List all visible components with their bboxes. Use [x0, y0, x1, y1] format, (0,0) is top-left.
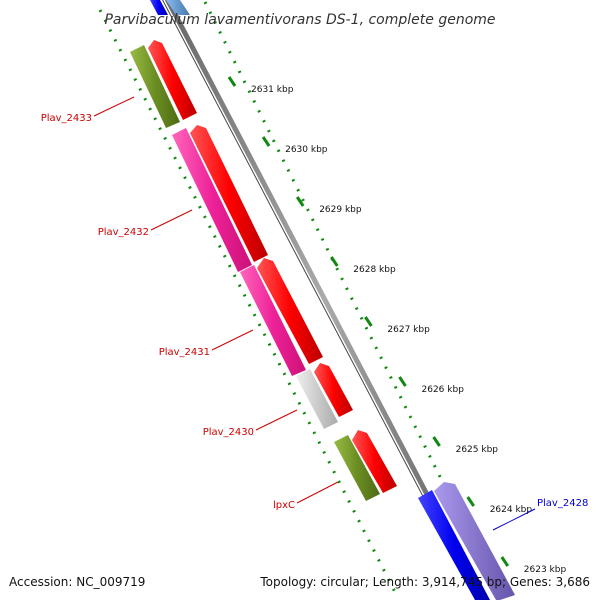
tick-mark: [364, 316, 373, 327]
cds-plav-2432-red: [190, 125, 268, 262]
cds-plav-2428-blue: [418, 490, 490, 600]
tick-mark: [295, 196, 305, 207]
cds-plav-2433-olive: [130, 45, 180, 128]
cds-plav-2431-magenta: [240, 265, 306, 376]
cds-plav-2432-magenta: [172, 128, 252, 272]
gene-label[interactable]: Plav_2432: [98, 227, 149, 238]
tick-mark: [227, 76, 237, 87]
gene-leader-line: [150, 209, 193, 231]
tick-mark: [432, 436, 441, 447]
tick-group: 2631 kbp 2630 kbp 2629 kbp 2628 kbp 2627 kbp…: [227, 76, 567, 575]
gc-ring-inner: [98, 9, 400, 599]
tick-label: 2623 kbp: [524, 565, 567, 575]
gene-label[interactable]: Plav_2431: [159, 347, 210, 358]
cds-plav-2433-red: [148, 40, 197, 120]
gene-label[interactable]: lpxC: [273, 500, 295, 511]
cds-plav-2430-red: [314, 363, 353, 417]
cds-top-blue: [150, 0, 168, 15]
tick-label: 2627 kbp: [387, 325, 430, 335]
tick-label: 2625 kbp: [456, 445, 499, 455]
tick-mark: [330, 256, 339, 267]
gene-label-group: Plav_2433 Plav_2432 Plav_2431 Plav_2430 lpxC…: [41, 96, 588, 531]
tick-label: 2624 kbp: [490, 505, 533, 515]
tick-label: 2628 kbp: [353, 265, 396, 275]
gene-leader-line: [211, 329, 254, 351]
gene-leader-line: [492, 508, 536, 531]
cds-plav-2431-red: [257, 258, 323, 364]
cds-top-steelblue: [166, 0, 190, 15]
tick-label: 2630 kbp: [285, 145, 328, 155]
tick-mark: [261, 136, 271, 147]
cds-plav-2428-lavender: [434, 482, 515, 600]
cds-plav-2430-gray: [296, 369, 338, 429]
gene-label[interactable]: Plav_2428: [537, 498, 588, 509]
tick-mark: [466, 496, 475, 507]
gene-label[interactable]: Plav_2433: [41, 113, 92, 124]
accession-text: Accession: NC_009719: [9, 575, 145, 589]
cds-lpxc-olive: [334, 435, 380, 501]
map-title: Parvibaculum lavamentivorans DS-1, compl…: [104, 12, 495, 28]
gene-leader-line: [296, 481, 339, 504]
cds-lpxc-red: [352, 430, 397, 493]
gene-leader-line: [93, 96, 135, 117]
tick-label: 2626 kbp: [422, 385, 465, 395]
tick-label: 2631 kbp: [251, 85, 294, 95]
tick-mark: [398, 376, 407, 387]
gc-ring-outer: [203, 1, 502, 599]
tick-label: 2629 kbp: [319, 205, 362, 215]
tick-mark: [500, 556, 510, 567]
topology-summary-text: Topology: circular; Length: 3,914,745 bp…: [259, 575, 590, 589]
gene-label[interactable]: Plav_2430: [203, 427, 254, 438]
gene-leader-line: [255, 409, 298, 431]
